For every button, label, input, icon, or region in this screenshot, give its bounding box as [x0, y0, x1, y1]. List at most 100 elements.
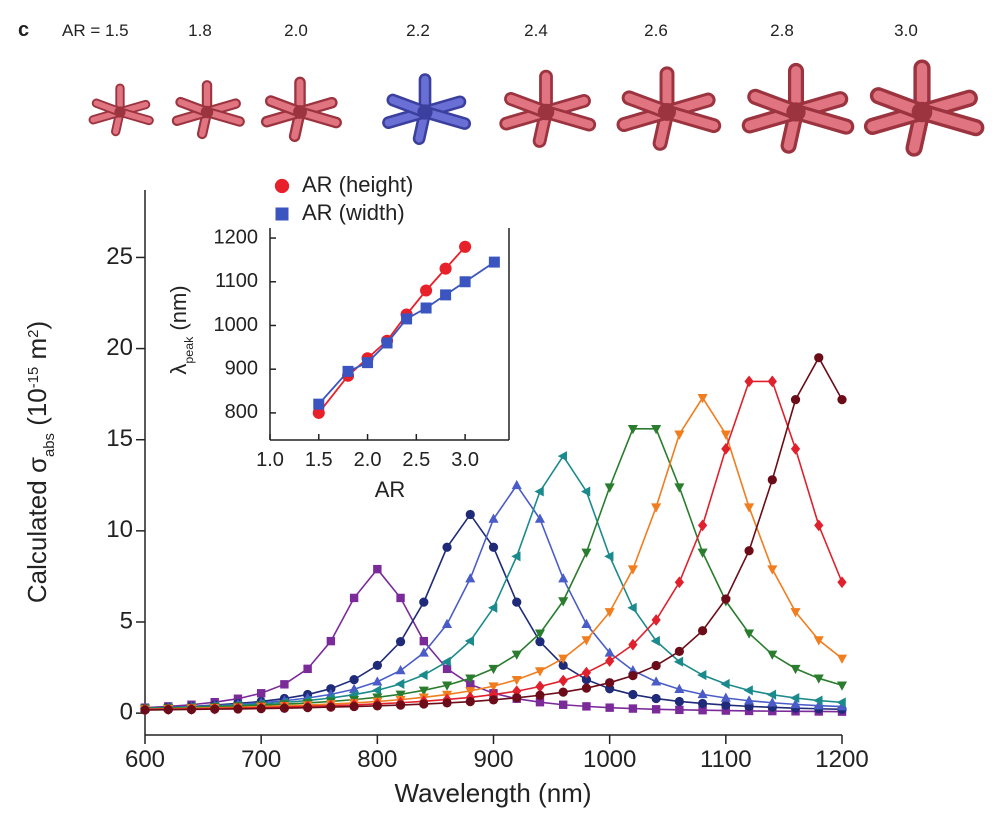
marker: [720, 430, 731, 440]
y-axis-label-part: Calculated σ: [22, 457, 52, 603]
marker: [604, 483, 615, 493]
y-tick-label: 10: [106, 516, 133, 543]
marker: [675, 705, 684, 715]
marker: [697, 669, 707, 681]
marker: [534, 513, 546, 523]
marker: [674, 696, 684, 707]
ar-label: 2.4: [524, 21, 548, 40]
marker: [535, 697, 545, 707]
star-core: [537, 103, 555, 121]
marker: [697, 519, 708, 532]
x-tick-label: 1200: [815, 746, 868, 773]
marker: [836, 697, 846, 708]
marker: [419, 699, 429, 709]
marker: [465, 697, 475, 707]
chart: 0 5 10 15 20 25 600 700 800 900 1000 1100 1200 Wavele…: [22, 190, 869, 808]
star-core: [911, 101, 933, 123]
y-axis-label-part: abs: [42, 433, 58, 457]
marker: [790, 698, 801, 709]
marker: [534, 629, 546, 639]
marker: [674, 430, 685, 440]
marker: [581, 683, 592, 693]
marker: [439, 262, 452, 275]
marker: [420, 302, 432, 314]
series-line: [144, 396, 843, 710]
marker: [233, 694, 243, 703]
marker: [813, 700, 824, 710]
marker: [441, 681, 453, 691]
marker: [313, 398, 325, 410]
marker: [836, 681, 848, 691]
ar-label: 2.8: [770, 21, 794, 40]
marker: [396, 593, 405, 603]
marker: [559, 700, 568, 709]
marker: [418, 647, 429, 657]
marker: [186, 704, 197, 715]
marker: [790, 692, 800, 704]
marker: [721, 700, 731, 710]
marker: [349, 701, 359, 712]
marker: [442, 698, 452, 708]
marker: [697, 698, 708, 709]
marker: [651, 424, 662, 435]
marker: [372, 701, 382, 711]
marker: [651, 693, 661, 704]
marker: [395, 700, 406, 710]
y-tick-label: 1100: [215, 270, 258, 292]
marker: [442, 542, 452, 552]
marker: [605, 703, 614, 712]
ar-label: 2.2: [406, 21, 430, 40]
marker: [558, 687, 568, 697]
marker: [651, 705, 661, 714]
marker: [767, 650, 778, 660]
marker: [512, 693, 522, 703]
y-axis-label-part: (10: [22, 388, 52, 433]
marker: [767, 697, 778, 707]
marker: [312, 406, 325, 419]
marker: [418, 686, 429, 696]
y-axis-label: λpeak (nm): [166, 285, 196, 374]
marker: [441, 656, 451, 667]
marker: [535, 680, 545, 693]
marker: [721, 706, 731, 715]
marker: [418, 669, 428, 681]
marker: [721, 594, 731, 604]
marker: [604, 647, 615, 657]
marker: [465, 509, 475, 520]
x-tick-label: 2.0: [354, 449, 382, 471]
x-axis-label: AR: [375, 477, 406, 502]
y-axis-label-part: -15: [26, 367, 42, 389]
marker: [511, 479, 522, 490]
marker: [813, 674, 824, 684]
marker: [466, 680, 475, 689]
marker: [488, 695, 499, 705]
marker: [651, 676, 662, 686]
legend-marker: [274, 178, 290, 194]
marker: [373, 564, 382, 574]
marker: [744, 629, 755, 639]
marker: [420, 284, 433, 297]
marker: [401, 313, 413, 325]
marker: [256, 689, 266, 698]
marker: [441, 618, 453, 628]
marker: [535, 637, 545, 647]
marker: [459, 240, 472, 253]
marker: [372, 660, 382, 670]
marker: [674, 576, 684, 589]
ar-label: 1.8: [188, 21, 212, 40]
marker: [488, 602, 498, 613]
marker: [419, 597, 429, 607]
x-tick-label: 1.0: [256, 449, 284, 471]
marker: [627, 565, 638, 575]
x-tick-label: 3.0: [451, 449, 479, 471]
marker: [488, 542, 499, 552]
marker: [837, 576, 847, 589]
marker: [395, 678, 405, 690]
marker: [381, 337, 393, 349]
y-tick-label: 1200: [214, 226, 259, 248]
marker: [720, 678, 730, 690]
marker: [465, 674, 476, 684]
y-axis-label-part: ): [22, 321, 52, 330]
x-tick-label: 1100: [700, 746, 752, 773]
